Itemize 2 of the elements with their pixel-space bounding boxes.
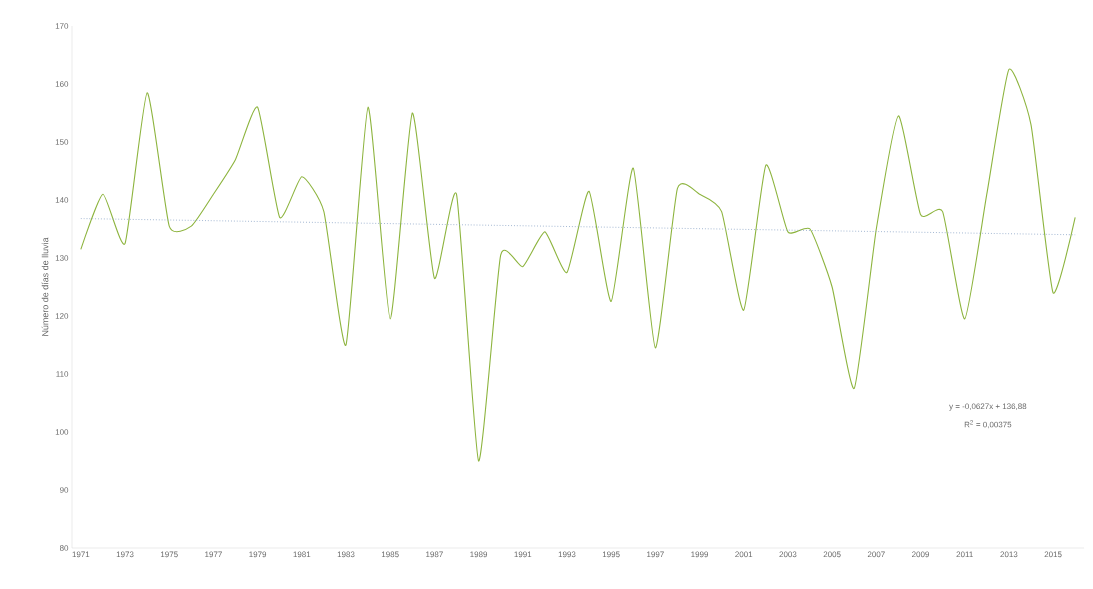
y-axis-title: Número de días de lluvia	[41, 237, 49, 336]
line-series	[80, 68, 1076, 462]
